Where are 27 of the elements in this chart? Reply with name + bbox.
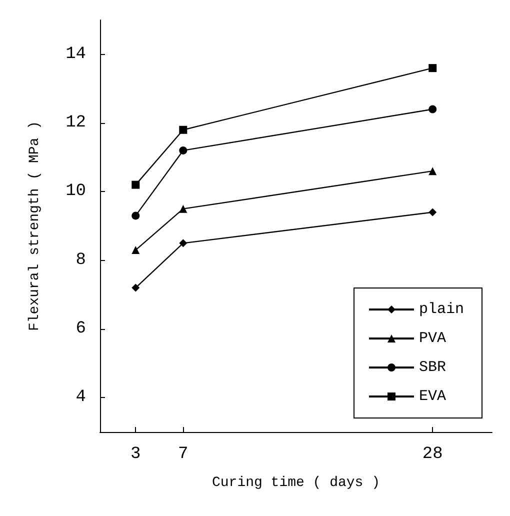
point	[179, 204, 188, 213]
point	[428, 105, 437, 114]
point	[132, 180, 140, 189]
point	[428, 208, 437, 216]
point	[132, 212, 140, 220]
legend-label: SBR	[418, 359, 446, 376]
point	[179, 146, 188, 154]
legend-label: EVA	[418, 388, 446, 405]
x-axis-title: Curing time ( days )	[212, 475, 380, 491]
point	[428, 64, 437, 72]
x-tick-label: 28	[422, 445, 443, 464]
x-tick-label: 7	[178, 445, 188, 464]
y-tick-label: 12	[66, 114, 86, 132]
legend-label: PVA	[418, 330, 446, 347]
y-tick-label: 14	[66, 44, 86, 64]
y-tick-label: 8	[76, 250, 86, 270]
y-tick-label: 10	[66, 182, 86, 202]
y-axis-title: Flexural strength ( MPa )	[27, 120, 43, 332]
y-tick-label: 6	[76, 320, 86, 338]
point	[428, 167, 437, 176]
y-tick-label: 4	[76, 388, 86, 408]
point	[179, 239, 188, 248]
point	[132, 284, 140, 292]
point	[179, 126, 188, 134]
point	[132, 246, 140, 254]
legend-label: plain	[418, 301, 464, 318]
x-tick-label: 3	[130, 445, 141, 464]
